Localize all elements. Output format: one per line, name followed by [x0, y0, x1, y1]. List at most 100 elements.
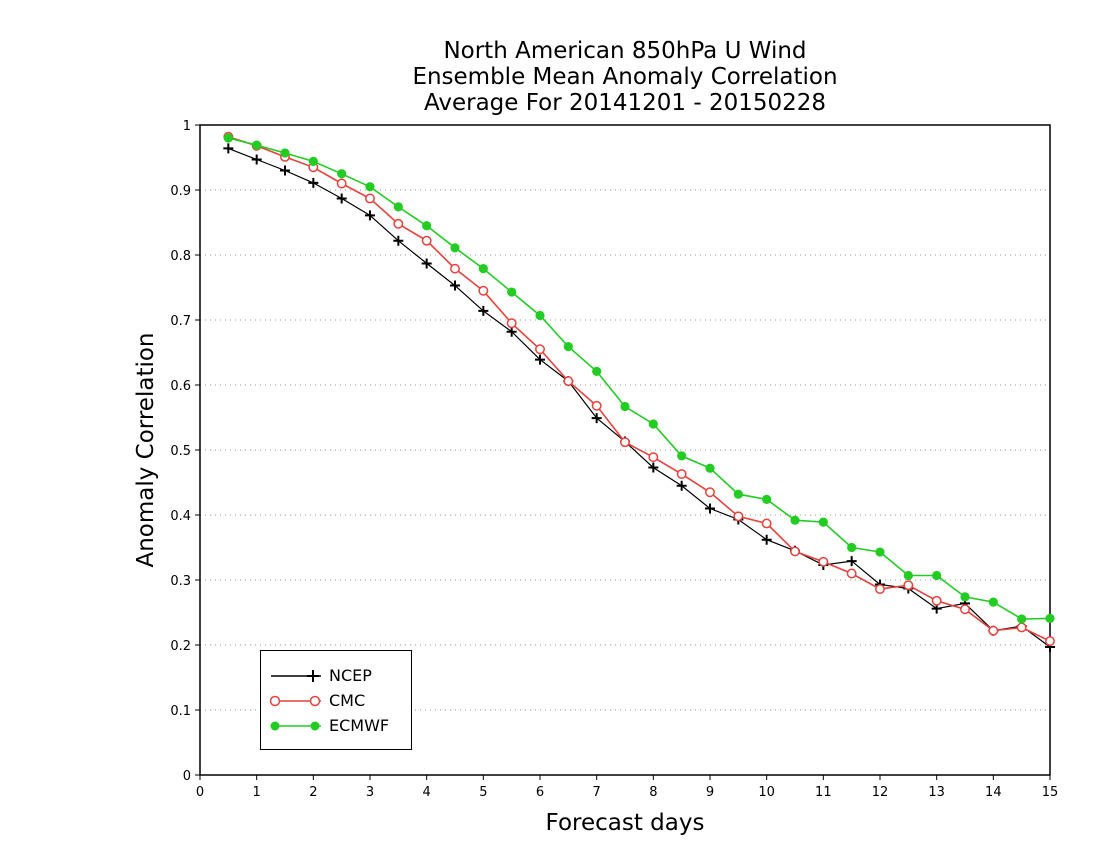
data-point-cmc-14 [620, 437, 630, 448]
data-point-ncep-2 [280, 165, 290, 176]
legend-label-ncep: NCEP [329, 666, 372, 685]
x-tick-label-8: 8 [649, 785, 657, 800]
series-line-ecmwf [228, 137, 1051, 620]
data-point-ecmwf-24 [903, 570, 913, 581]
data-point-cmc-28 [1016, 622, 1027, 633]
data-point-cmc-4 [336, 178, 347, 189]
data-point-ncep-9 [478, 305, 489, 316]
data-point-cmc-12 [563, 376, 574, 387]
data-point-ecmwf-3 [308, 156, 318, 166]
data-point-ecmwf-17 [705, 463, 715, 473]
legend-label-ecmwf: ECMWF [329, 716, 390, 735]
data-point-ecmwf-25 [932, 570, 942, 581]
data-point-ecmwf-10 [507, 287, 517, 297]
x-tick-label-9: 9 [706, 785, 714, 800]
data-point-ecmwf-1 [252, 140, 262, 150]
chart-title-line-2: Ensemble Mean Anomaly Correlation [412, 64, 838, 90]
data-point-ncep-17 [705, 503, 715, 514]
data-point-ecmwf-21 [818, 517, 828, 527]
data-point-cmc-20 [790, 546, 800, 557]
data-point-cmc-11 [535, 344, 545, 355]
x-tick-label-10: 10 [758, 785, 775, 800]
data-point-ncep-6 [393, 235, 404, 246]
data-point-ncep-19 [761, 534, 772, 545]
data-point-ecmwf-6 [393, 202, 403, 212]
data-point-ecmwf-0 [223, 133, 233, 143]
data-point-ncep-22 [846, 556, 857, 567]
data-point-ecmwf-2 [280, 148, 290, 158]
data-point-ecmwf-13 [592, 366, 602, 376]
data-point-cmc-26 [960, 604, 970, 615]
chart-title-line-3: Average For 20141201 - 20150228 [423, 90, 827, 116]
series-line-cmc [228, 135, 1051, 642]
data-point-cmc-9 [478, 285, 489, 296]
legend-label-cmc: CMC [329, 691, 366, 710]
chart-title-line-1: North American 850hPa U Wind [443, 38, 807, 64]
x-tick-label-12: 12 [872, 785, 889, 800]
legend-swatch-ecmwf [270, 721, 321, 731]
x-tick-label-7: 7 [593, 785, 601, 800]
y-tick-label-8: 0.8 [170, 249, 191, 264]
data-point-ecmwf-22 [847, 542, 857, 553]
data-point-ncep-7 [421, 258, 432, 269]
data-point-cmc-18 [733, 511, 744, 522]
data-point-ncep-4 [336, 193, 347, 204]
data-point-cmc-5 [365, 193, 375, 204]
y-tick-label-10: 1 [183, 119, 191, 134]
data-point-cmc-15 [648, 452, 659, 463]
y-tick-label-3: 0.3 [170, 574, 191, 589]
data-point-ncep-15 [648, 462, 659, 473]
x-axis-label: Forecast days [545, 810, 705, 836]
data-point-ecmwf-15 [648, 419, 658, 429]
data-point-cmc-21 [818, 556, 829, 567]
data-point-cmc-24 [903, 580, 914, 591]
x-tick-label-0: 0 [196, 785, 204, 800]
x-tick-label-5: 5 [479, 785, 487, 800]
data-point-cmc-22 [846, 568, 857, 579]
x-tick-label-11: 11 [815, 785, 832, 800]
data-point-ecmwf-27 [988, 597, 998, 607]
data-point-cmc-13 [591, 400, 602, 411]
legend-swatch-ncep [271, 670, 321, 682]
data-point-cmc-16 [676, 469, 687, 479]
legend-item-ecmwf: ECMWF [261, 714, 411, 738]
data-point-cmc-27 [988, 625, 999, 636]
data-point-ecmwf-7 [422, 221, 432, 231]
data-point-cmc-25 [931, 595, 942, 606]
data-point-ncep-5 [365, 210, 375, 221]
data-point-cmc-8 [450, 263, 460, 274]
legend-swatch-cmc [269, 695, 321, 707]
x-tick-label-4: 4 [423, 785, 431, 800]
y-tick-label-7: 0.7 [170, 314, 191, 329]
data-point-ecmwf-28 [1017, 614, 1027, 624]
y-tick-label-1: 0.1 [170, 704, 191, 719]
data-point-ecmwf-5 [365, 182, 375, 192]
data-point-ecmwf-4 [337, 169, 347, 179]
data-point-ecmwf-20 [790, 515, 800, 525]
x-tick-label-3: 3 [366, 785, 374, 800]
x-tick-label-14: 14 [985, 785, 1002, 800]
data-point-ncep-16 [676, 480, 687, 491]
x-tick-label-15: 15 [1042, 785, 1059, 800]
data-point-ecmwf-9 [478, 264, 488, 274]
data-point-ncep-13 [591, 413, 602, 424]
data-point-ncep-3 [308, 177, 319, 188]
data-point-cmc-17 [705, 487, 715, 498]
legend-item-cmc: CMC [261, 689, 411, 713]
data-point-ecmwf-23 [875, 547, 885, 557]
data-point-ecmwf-14 [620, 401, 630, 412]
x-tick-label-13: 13 [928, 785, 945, 800]
data-point-ecmwf-29 [1045, 613, 1055, 623]
data-point-ecmwf-12 [563, 342, 573, 352]
y-tick-label-2: 0.2 [170, 639, 191, 654]
data-point-cmc-23 [875, 584, 885, 595]
data-point-cmc-19 [761, 518, 772, 529]
data-point-ecmwf-16 [677, 451, 687, 461]
data-point-cmc-6 [393, 218, 404, 229]
series-line-ncep [228, 147, 1051, 648]
data-point-cmc-10 [506, 318, 517, 329]
data-point-ncep-10 [506, 326, 517, 337]
y-tick-label-6: 0.6 [170, 379, 191, 394]
data-point-ncep-11 [535, 354, 545, 365]
